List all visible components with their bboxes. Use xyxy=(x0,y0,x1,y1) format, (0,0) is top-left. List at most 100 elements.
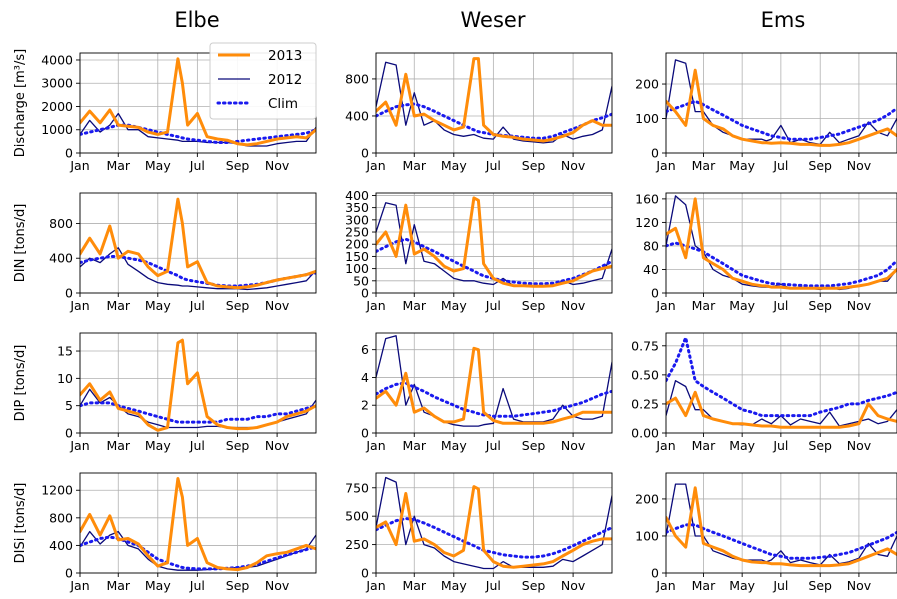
panel-elbe-din-xtick-label-jan: Jan xyxy=(69,298,89,313)
panel-weser-dip-xtick-label-nov: Nov xyxy=(561,438,586,453)
legend: 2013 2012 Clim xyxy=(209,42,317,120)
panel-elbe-dip-line-clim xyxy=(80,401,316,424)
panel-elbe-disi-ytick-label-800: 800 xyxy=(49,510,73,525)
panel-weser-din-series xyxy=(376,196,612,288)
panel-weser-din-ytick-label-50: 50 xyxy=(353,273,369,288)
panel-ems-disi-line-2013 xyxy=(666,486,897,568)
panel-ems-din-frame xyxy=(665,192,897,294)
panel-elbe-disi-ytick-label-400: 400 xyxy=(49,538,73,553)
panel-weser-discharge-ytick-label-800: 800 xyxy=(345,71,369,86)
legend-label-2013: 2013 xyxy=(268,48,302,64)
panel-weser-din-xtick-label-may: May xyxy=(441,298,467,313)
panel-elbe-disi-xtick-label-jan: Jan xyxy=(69,578,89,593)
panel-elbe-dip-xtick-label-sep: Sep xyxy=(226,438,250,453)
panel-ems-dip: Jan Mar May Jul Sep Nov 0.00 0.25 0.50 0.75 xyxy=(631,332,897,453)
panel-ems-discharge-xtick-label-nov: Nov xyxy=(847,158,872,173)
panel-weser-disi-xtick-label-jan: Jan xyxy=(365,578,385,593)
panel-weser-disi-xtick-label-jul: Jul xyxy=(485,578,501,593)
panel-ems-disi-xtick-label-sep: Sep xyxy=(808,578,832,593)
panel-weser-din-xtick-label-jan: Jan xyxy=(365,298,385,313)
panel-weser-disi-ytick-label-750: 750 xyxy=(345,480,369,495)
panel-ems-dip-ytick-label-0_25: 0.25 xyxy=(631,396,659,411)
panel-weser-disi-xtick-label-sep: Sep xyxy=(522,578,546,593)
panel-ems-din-line-clim xyxy=(666,241,897,288)
panel-ems-discharge-frame xyxy=(665,52,897,154)
panel-ems-disi-series xyxy=(666,483,897,568)
panel-weser-din-ytick-label-0: 0 xyxy=(361,286,369,301)
column-title-weser: Weser xyxy=(461,8,526,32)
row-label-disi: DISi [tons/d] xyxy=(13,483,28,564)
panel-elbe-dip-ytick-label-5: 5 xyxy=(65,398,73,413)
panel-weser-din-frame xyxy=(375,192,613,294)
panel-weser-disi-xtick-label-nov: Nov xyxy=(561,578,586,593)
panel-ems-discharge: Jan Mar May Jul Sep Nov 0 100 200 xyxy=(635,52,897,173)
panel-ems-disi-xtick-label-nov: Nov xyxy=(847,578,872,593)
panel-elbe-disi-xtick-label-may: May xyxy=(145,578,171,593)
panel-ems-disi-ytick-label-200: 200 xyxy=(635,491,659,506)
panel-ems-discharge-xtick-label-sep: Sep xyxy=(808,158,832,173)
panel-elbe-discharge-line-2013 xyxy=(80,57,316,147)
panel-elbe-din-series xyxy=(80,197,316,291)
panel-ems-disi-xtick-label-jul: Jul xyxy=(772,578,788,593)
panel-elbe-discharge-series xyxy=(80,57,316,147)
panel-weser-discharge-xtick-label-sep: Sep xyxy=(522,158,546,173)
row-label-dip: DIP [tons/d] xyxy=(13,345,28,422)
panel-weser-dip-ytick-label-4: 4 xyxy=(361,370,369,385)
panel-weser-discharge-frame xyxy=(375,52,613,154)
panel-weser-dip-ytick-label-6: 6 xyxy=(361,342,369,357)
panel-elbe-disi-ytick-label-1200: 1200 xyxy=(41,483,73,498)
panel-weser-dip-grid xyxy=(375,333,612,434)
panel-weser-discharge-xtick-label-jan: Jan xyxy=(365,158,385,173)
panel-weser-din-line-2012 xyxy=(376,202,612,288)
panel-elbe-dip: Jan Mar May Jul Sep Nov 0 5 10 15 xyxy=(57,332,317,453)
panel-ems-din-xtick-label-jan: Jan xyxy=(655,298,675,313)
panel-weser-discharge-xtick-label-jul: Jul xyxy=(485,158,501,173)
panel-ems-dip-xtick-label-may: May xyxy=(729,438,755,453)
panel-weser-dip-xtick-label-mar: Mar xyxy=(402,438,426,453)
panel-weser-discharge-xtick-label-may: May xyxy=(441,158,467,173)
panel-weser-din-xtick-label-nov: Nov xyxy=(561,298,586,313)
panel-elbe-din-line-2012 xyxy=(80,247,316,291)
panel-elbe-disi-line-2013 xyxy=(80,477,316,572)
panel-ems-din-xtick-label-nov: Nov xyxy=(847,298,872,313)
panel-elbe-discharge-xtick-label-sep: Sep xyxy=(226,158,250,173)
panel-weser-discharge-line-2012 xyxy=(376,61,612,144)
panel-ems-disi-ytick-label-100: 100 xyxy=(635,528,659,543)
panel-ems-dip-series xyxy=(666,336,897,429)
panel-weser-discharge-xtick-label-mar: Mar xyxy=(402,158,426,173)
panel-weser-discharge: Jan Mar May Jul Sep Nov 0 400 800 xyxy=(345,52,613,173)
panel-elbe-discharge-ytick-label-0: 0 xyxy=(65,146,73,161)
panel-elbe-dip-xtick-label-jul: Jul xyxy=(189,438,205,453)
panel-elbe-dip-xtick-label-mar: Mar xyxy=(106,438,130,453)
panel-weser-disi-line-2012 xyxy=(376,476,612,570)
panel-ems-dip-xtick-label-jul: Jul xyxy=(772,438,788,453)
panel-weser-dip-ytick-label-2: 2 xyxy=(361,398,369,413)
panel-weser-dip: Jan Mar May Jul Sep Nov 0 2 4 6 xyxy=(361,332,613,453)
panel-ems-discharge-line-clim xyxy=(666,99,897,141)
row-label-din: DIN [tons/d] xyxy=(13,204,28,283)
panel-weser-disi: Jan Mar May Jul Sep Nov 0 250 500 750 xyxy=(345,472,613,593)
panel-elbe-discharge-ytick-label-3000: 3000 xyxy=(41,76,73,91)
panel-weser-dip-xtick-label-sep: Sep xyxy=(522,438,546,453)
panel-weser-disi-ytick-label-250: 250 xyxy=(345,537,369,552)
panel-elbe-disi-frame xyxy=(79,472,317,574)
panel-elbe-din-ytick-label-800: 800 xyxy=(49,216,73,231)
panel-ems-disi-line-clim xyxy=(666,523,897,560)
panel-elbe-discharge-xtick-label-nov: Nov xyxy=(265,158,290,173)
panel-weser-disi-frame xyxy=(375,472,613,574)
panel-elbe-disi-xtick-label-nov: Nov xyxy=(265,578,290,593)
row-label-discharge: Discharge [m³/s] xyxy=(13,49,28,157)
panel-elbe-discharge-xtick-label-mar: Mar xyxy=(106,158,130,173)
panel-weser-disi-xtick-label-mar: Mar xyxy=(402,578,426,593)
panel-ems-discharge-line-2013 xyxy=(666,68,897,147)
panel-weser-disi-ytick-label-0: 0 xyxy=(361,566,369,581)
panel-ems-discharge-xtick-label-may: May xyxy=(729,158,755,173)
panel-ems-discharge-series xyxy=(666,59,897,147)
panel-ems-dip-line-2013 xyxy=(666,390,897,429)
panel-weser-dip-series xyxy=(376,335,612,427)
panel-elbe-din-frame xyxy=(79,192,317,294)
panel-weser-din-ytick-label-100: 100 xyxy=(345,261,369,276)
panel-ems-din-xtick-label-sep: Sep xyxy=(808,298,832,313)
panel-elbe-disi-series xyxy=(80,477,316,572)
panel-weser-discharge-ytick-label-400: 400 xyxy=(345,108,369,123)
